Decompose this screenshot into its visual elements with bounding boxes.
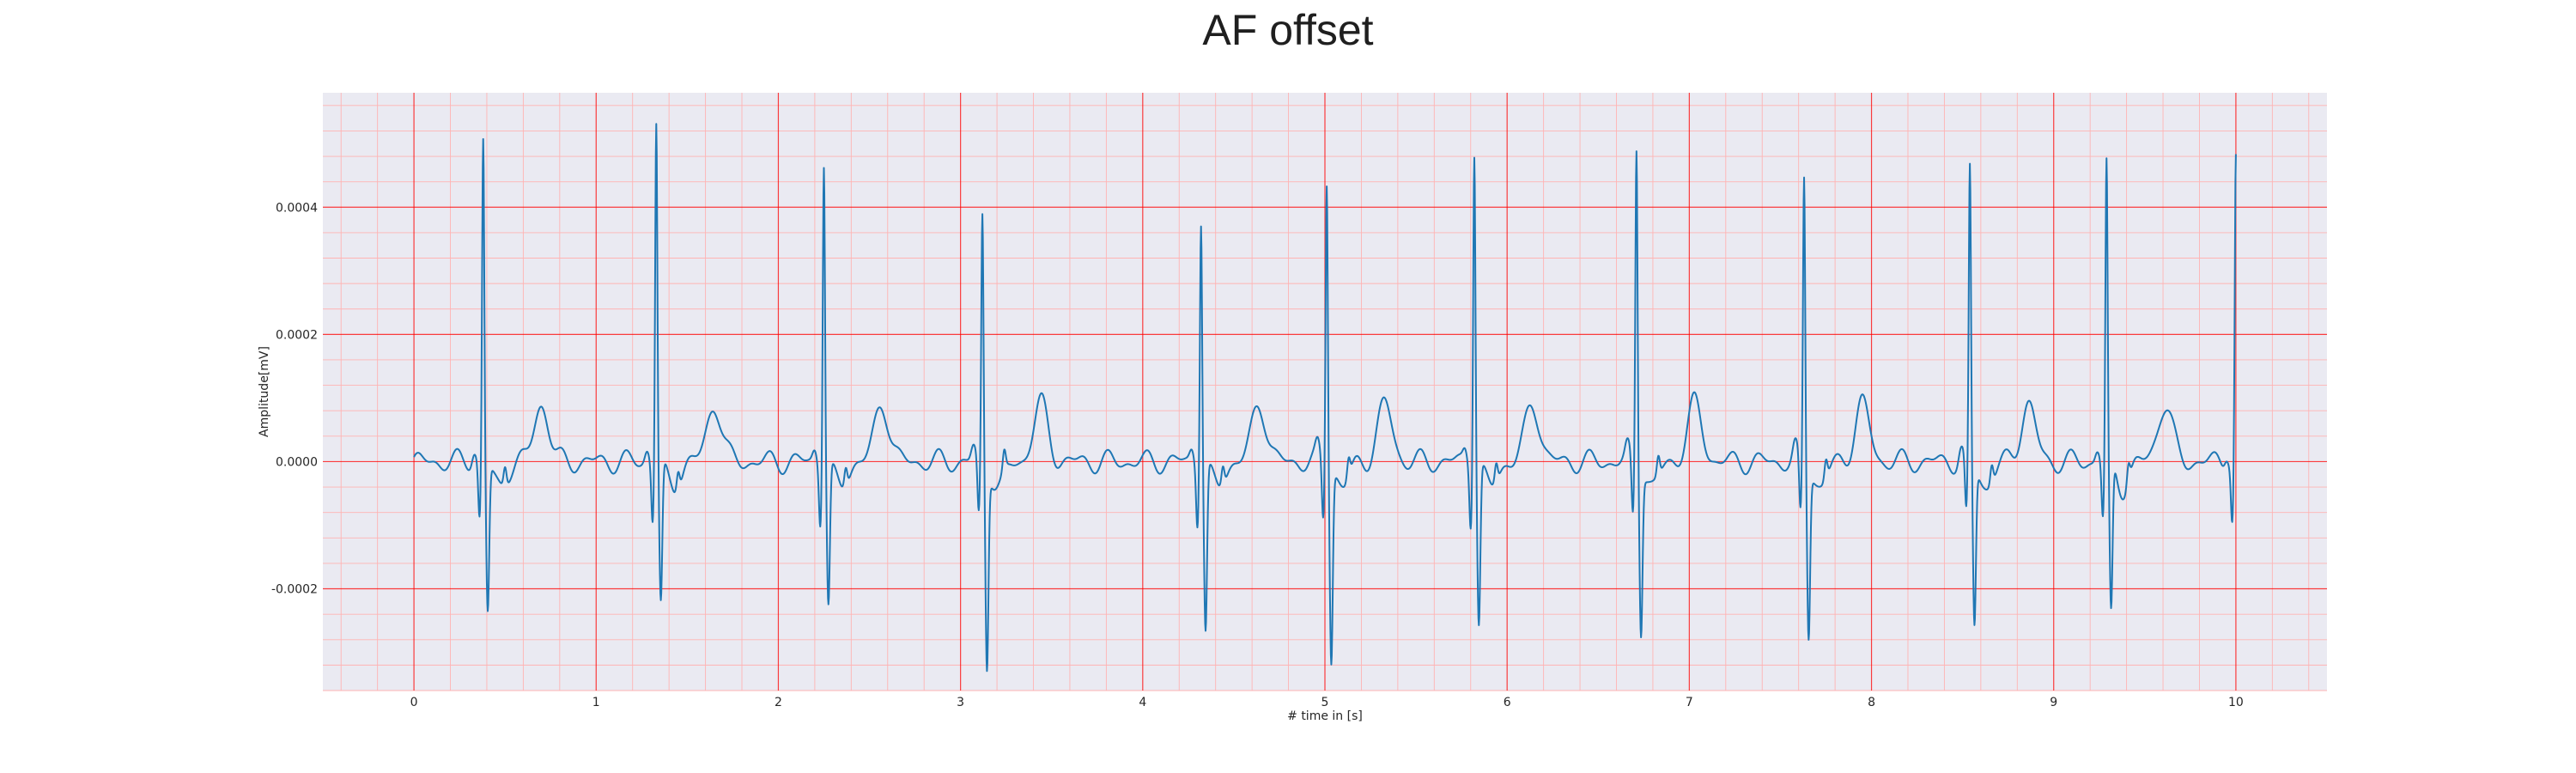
y-tick-label: 0.0000 [276,455,318,469]
chart-title: AF offset [1202,6,1373,54]
x-tick-label: 6 [1504,696,1511,709]
series-layer [413,123,2237,673]
x-tick-label: 10 [2228,696,2244,709]
x-axis-label: # time in [s] [1287,709,1363,723]
x-tick-label: 2 [775,696,782,709]
x-tick-label: 1 [592,696,600,709]
y-tick-label: 0.0002 [276,328,318,342]
x-tick-label: 0 [410,696,418,709]
x-tick-label: 5 [1321,696,1329,709]
y-tick-label: -0.0002 [271,583,318,597]
y-tick-label: 0.0004 [276,201,318,215]
x-tick-label: 3 [957,696,964,709]
x-tick-label: 7 [1686,696,1693,709]
x-tick-label: 9 [2050,696,2057,709]
x-tick-label: 4 [1139,696,1146,709]
ecg-series-line [413,123,2237,673]
y-axis-ticks: -0.0002 0.0000 0.0002 0.0004 [271,201,318,596]
y-axis-label: Amplitude[mV] [258,346,271,437]
x-axis-ticks: 0 1 2 3 4 5 6 7 8 9 10 [410,696,2244,709]
x-tick-label: 8 [1868,696,1875,709]
